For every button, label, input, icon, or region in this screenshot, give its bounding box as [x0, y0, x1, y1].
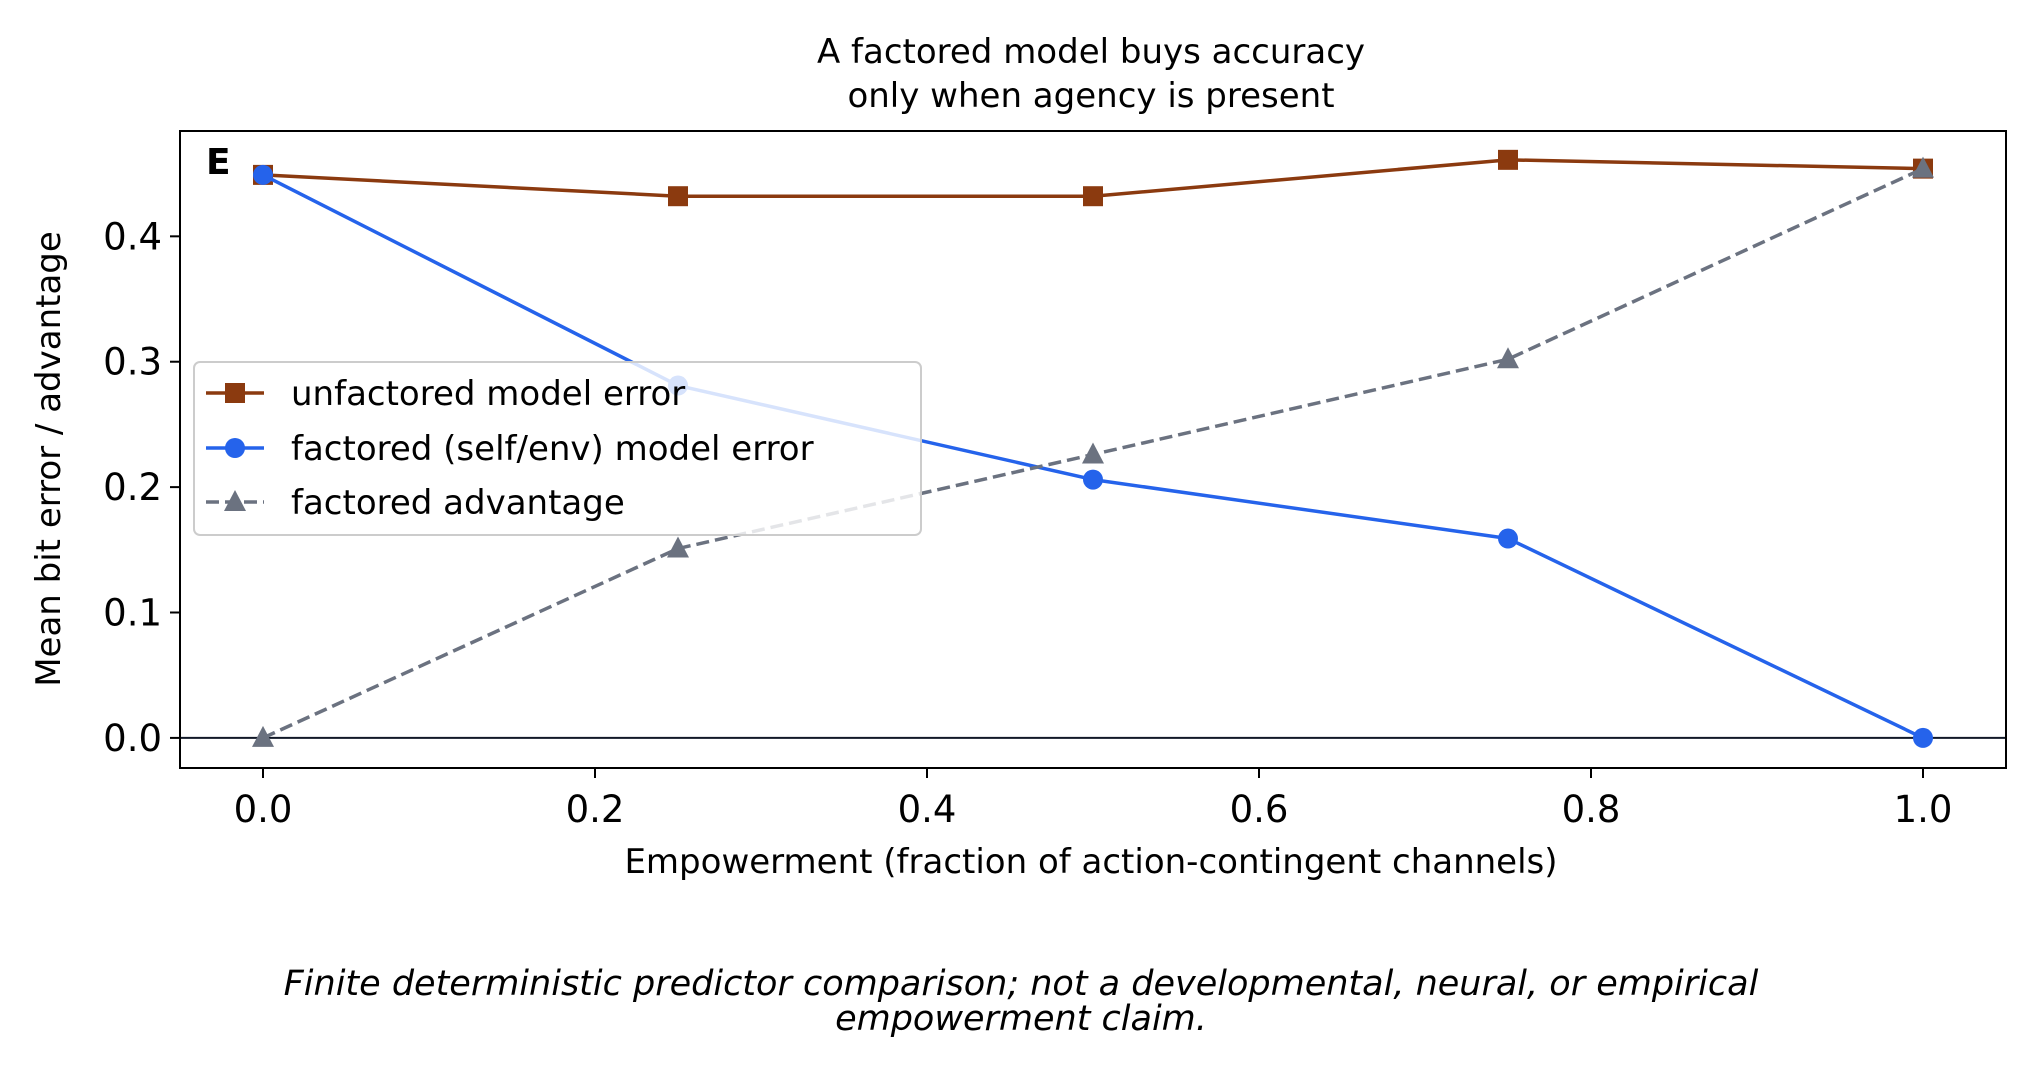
y-tick-label: 0.0: [103, 717, 162, 760]
legend-marker: [225, 438, 245, 458]
legend-label: factored advantage: [291, 483, 625, 523]
series-3: [252, 156, 1934, 747]
axis-ticks: 0.0 0.2 0.4 0.6 0.8 1.0 0.0 0.1 0.2 0.3 0.4: [103, 215, 1952, 831]
plot-frame: [179, 130, 2007, 769]
legend-item: factored advantage: [206, 483, 625, 523]
data-point: [668, 186, 688, 207]
data-point: [1083, 469, 1103, 490]
y-tick-label: 0.1: [103, 592, 162, 635]
legend-label: factored (self/env) model error: [291, 429, 814, 469]
caption-line-2: empowerment claim.: [835, 999, 1207, 1039]
panel-letter: E: [206, 142, 231, 183]
data-point: [1083, 186, 1103, 207]
x-tick-label: 0.6: [1230, 788, 1289, 831]
data-point: [1913, 727, 1933, 748]
x-axis-label: Empowerment (fraction of action-continge…: [624, 842, 1557, 882]
data-point: [1498, 528, 1518, 549]
data-point: [253, 164, 273, 185]
legend: unfactored model error factored (self/env…: [193, 361, 922, 536]
x-tick-label: 0.8: [1562, 788, 1621, 831]
caption-line-1: Finite deterministic predictor compariso…: [284, 964, 1759, 1004]
y-axis-label: Mean bit error / advantage: [29, 231, 69, 687]
x-tick-label: 0.4: [898, 788, 957, 831]
data-point: [1497, 347, 1519, 369]
y-tick-label: 0.3: [103, 341, 162, 384]
legend-item: factored (self/env) model error: [206, 429, 814, 469]
legend-marker: [224, 490, 246, 511]
chart-title-line-2: only when agency is present: [847, 76, 1334, 116]
legend-frame: [193, 361, 922, 536]
data-point: [1498, 149, 1518, 170]
data-point: [1082, 442, 1104, 464]
data-point: [1912, 156, 1934, 178]
legend-entries: unfactored model error factored (self/env…: [206, 374, 814, 523]
legend-marker: [225, 383, 245, 403]
data-point: [667, 536, 689, 558]
y-tick-label: 0.4: [103, 215, 162, 258]
chart-title-line-1: A factored model buys accuracy: [817, 32, 1365, 72]
legend-item: unfactored model error: [206, 374, 685, 414]
legend-label: unfactored model error: [291, 374, 685, 414]
x-tick-label: 0.2: [566, 788, 625, 831]
data-point: [252, 725, 274, 747]
y-tick-label: 0.2: [103, 466, 162, 509]
x-tick-label: 1.0: [1894, 788, 1953, 831]
x-tick-label: 0.0: [234, 788, 293, 831]
